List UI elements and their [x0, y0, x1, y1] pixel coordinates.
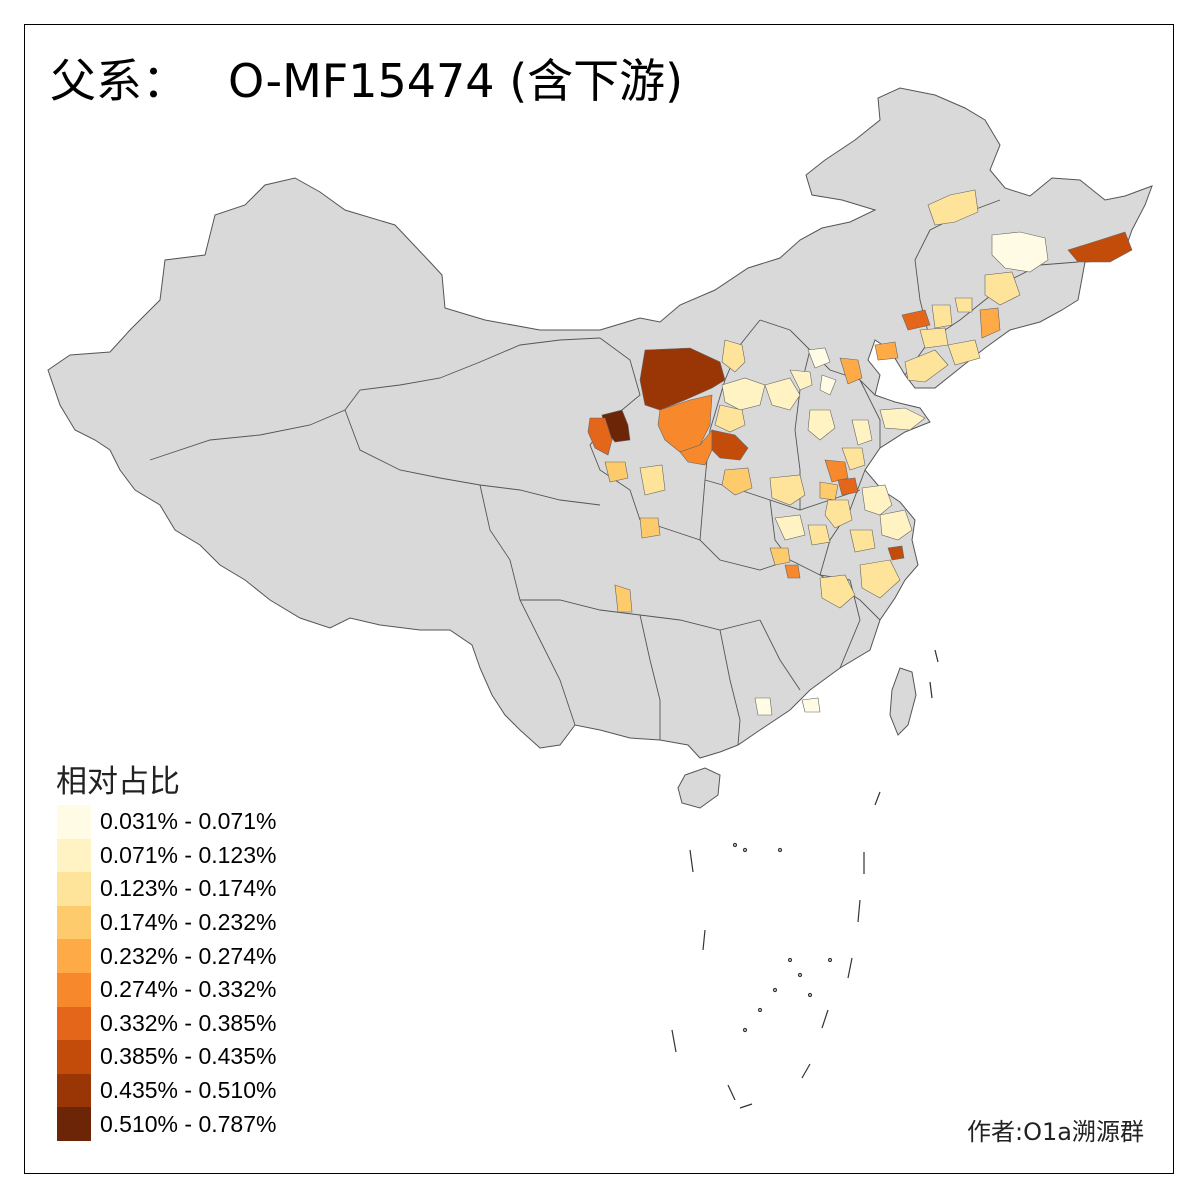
hainan	[677, 767, 721, 809]
legend-item: 0.435% - 0.510%	[57, 1073, 277, 1108]
region-shangqiu	[819, 481, 839, 501]
legend-swatch	[57, 838, 91, 873]
region-xinyang	[807, 524, 831, 546]
region-dalian	[904, 349, 949, 383]
legend-label: 0.123% - 0.174%	[100, 875, 277, 902]
region-fuxin	[901, 309, 931, 331]
region-cangzhou	[851, 419, 873, 446]
region-zhangjiakou	[789, 369, 813, 391]
legend-swatch	[57, 905, 91, 940]
legend-label: 0.332% - 0.385%	[100, 1009, 277, 1036]
south-sea-islands	[671, 649, 939, 1109]
region-jiangxi-n	[819, 574, 856, 609]
region-pingliang	[639, 464, 666, 496]
legend-label: 0.174% - 0.232%	[100, 909, 277, 936]
legend-label: 0.232% - 0.274%	[100, 942, 277, 969]
legend-label: 0.385% - 0.435%	[100, 1043, 277, 1070]
map-title: 父系： O-MF15474 (含下游)	[50, 58, 683, 104]
region-guangdong-w	[754, 697, 773, 716]
legend-swatch	[57, 805, 91, 839]
province-borders	[149, 199, 1079, 746]
region-jiangsu-n	[861, 484, 893, 516]
region-henan-s	[774, 514, 806, 541]
legend-swatch	[57, 972, 91, 1007]
region-henan-c	[769, 474, 806, 506]
region-liaoning-c	[919, 327, 949, 349]
legend-label: 0.274% - 0.332%	[100, 976, 277, 1003]
colored-regions	[587, 189, 1133, 716]
region-shandong-ne	[879, 407, 926, 431]
region-shandong-c	[841, 447, 866, 471]
legend-swatch	[57, 1006, 91, 1041]
legend-swatch	[57, 1040, 91, 1074]
region-tianjin	[819, 374, 837, 396]
region-guangyuan	[614, 584, 633, 613]
region-mudanjiang	[1067, 231, 1133, 263]
region-heilongjiang	[991, 231, 1049, 273]
region-tieling	[954, 297, 973, 313]
region-ordos	[639, 347, 726, 411]
legend-swatch	[57, 1073, 91, 1108]
legend-item: 0.232% - 0.274%	[57, 939, 276, 973]
region-yueyang	[784, 564, 801, 579]
legend-title: 相对占比	[56, 764, 180, 800]
region-chengde	[839, 357, 863, 385]
region-hebei-s	[807, 409, 836, 441]
region-hubei-e	[769, 547, 791, 566]
region-henan-w	[721, 467, 753, 496]
region-hohhot	[764, 377, 801, 411]
author-credit: 作者:O1a溯源群	[967, 1118, 1144, 1146]
region-datong	[721, 339, 746, 373]
region-dandong	[979, 307, 1001, 339]
region-shuozhou	[721, 377, 766, 411]
legend-item: 0.274% - 0.332%	[57, 972, 277, 1007]
legend-label: 0.510% - 0.787%	[100, 1110, 277, 1137]
legend-item: 0.174% - 0.232%	[57, 905, 277, 940]
region-beijing	[807, 347, 831, 369]
title-prefix: 父系：	[50, 54, 188, 108]
legend-label: 0.031% - 0.071%	[100, 808, 277, 835]
legend-label: 0.071% - 0.123%	[100, 841, 277, 868]
region-guangdong-e	[801, 697, 821, 713]
region-wuxi	[887, 545, 905, 561]
legend-item: 0.332% - 0.385%	[57, 1006, 277, 1041]
legend-swatch	[57, 1107, 91, 1141]
legend-label: 0.435% - 0.510%	[100, 1077, 277, 1104]
legend-item: 0.510% - 0.787%	[57, 1107, 276, 1141]
legend-swatch	[57, 872, 91, 906]
region-xuzhou	[837, 477, 859, 496]
region-shenyang	[931, 304, 953, 329]
legend: 0.031% - 0.071% 0.071% - 0.123% 0.123% - 0…	[57, 805, 276, 1141]
legend-item: 0.031% - 0.071%	[57, 805, 276, 839]
region-wuzhong	[587, 417, 613, 456]
legend-swatch	[57, 939, 91, 973]
region-anhui-n	[824, 499, 853, 529]
region-luliang	[711, 429, 749, 461]
region-jinzhou	[874, 341, 899, 361]
region-hefei	[849, 529, 876, 553]
region-hanzhong	[639, 517, 661, 539]
legend-item: 0.123% - 0.174%	[57, 872, 276, 906]
legend-item: 0.385% - 0.435%	[57, 1040, 276, 1074]
legend-item: 0.071% - 0.123%	[57, 838, 277, 873]
region-heze	[824, 459, 849, 483]
region-anshan	[947, 339, 981, 366]
title-haplogroup: O-MF15474 (含下游)	[228, 54, 684, 108]
region-qiqihar	[927, 189, 979, 226]
taiwan	[889, 667, 917, 736]
region-xinzhou	[714, 404, 746, 433]
region-jilin	[984, 271, 1021, 306]
region-zhejiang	[859, 559, 901, 599]
region-jiangsu-c	[879, 509, 913, 541]
region-tianshui	[604, 461, 629, 483]
